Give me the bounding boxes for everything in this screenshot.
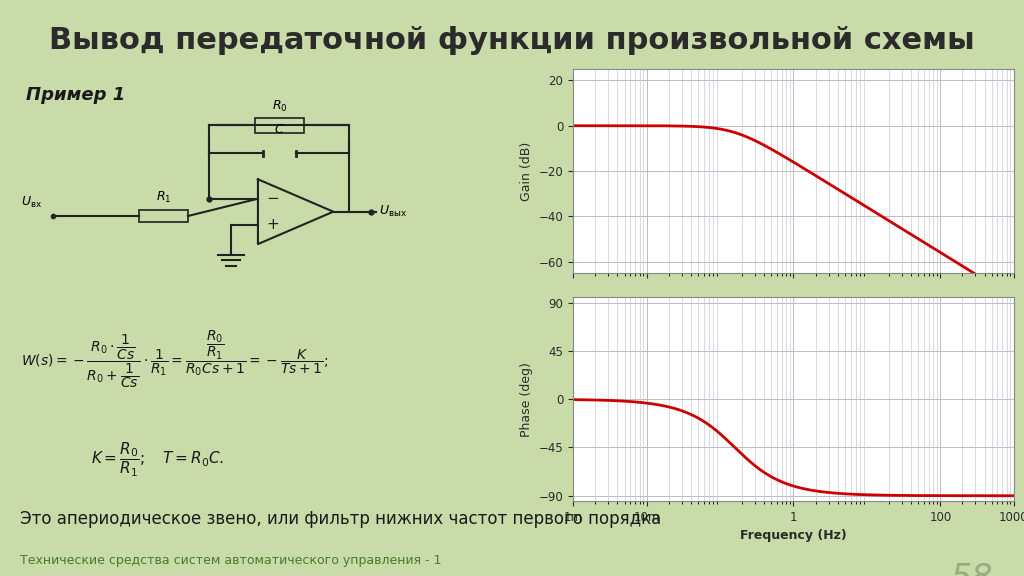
Text: Пример 1: Пример 1 bbox=[27, 86, 126, 104]
Text: $U_{\rm вх}$: $U_{\rm вх}$ bbox=[22, 195, 42, 210]
Text: $R_1$: $R_1$ bbox=[156, 190, 171, 205]
Y-axis label: Phase (deg): Phase (deg) bbox=[520, 362, 534, 437]
Text: $R_0$: $R_0$ bbox=[271, 100, 288, 115]
Text: Технические средства систем автоматического управления - 1: Технические средства систем автоматическ… bbox=[20, 554, 442, 567]
Text: 58: 58 bbox=[950, 562, 993, 576]
Text: Вывод передаточной функции произвольной схемы: Вывод передаточной функции произвольной … bbox=[49, 26, 975, 55]
Y-axis label: Gain (dB): Gain (dB) bbox=[520, 141, 534, 200]
Bar bbox=[255, 118, 304, 132]
Text: $K = \dfrac{R_0}{R_1};$$\quad T = R_0C.$: $K = \dfrac{R_0}{R_1};$$\quad T = R_0C.$ bbox=[91, 441, 224, 479]
Text: $W(s) = -\dfrac{R_0 \cdot \dfrac{1}{Cs}}{R_0 + \dfrac{1}{Cs}} \cdot \dfrac{1}{R_: $W(s) = -\dfrac{R_0 \cdot \dfrac{1}{Cs}}… bbox=[22, 328, 329, 390]
Text: +: + bbox=[266, 217, 279, 232]
Bar bbox=[139, 210, 188, 222]
Text: −: − bbox=[266, 191, 279, 206]
Text: Это апериодическое звено, или фильтр нижних частот первого порядка: Это апериодическое звено, или фильтр ниж… bbox=[20, 510, 662, 528]
Text: $U_{\rm вых}$: $U_{\rm вых}$ bbox=[379, 204, 408, 219]
X-axis label: Frequency (Hz): Frequency (Hz) bbox=[740, 529, 847, 543]
Text: $C$: $C$ bbox=[274, 123, 285, 136]
